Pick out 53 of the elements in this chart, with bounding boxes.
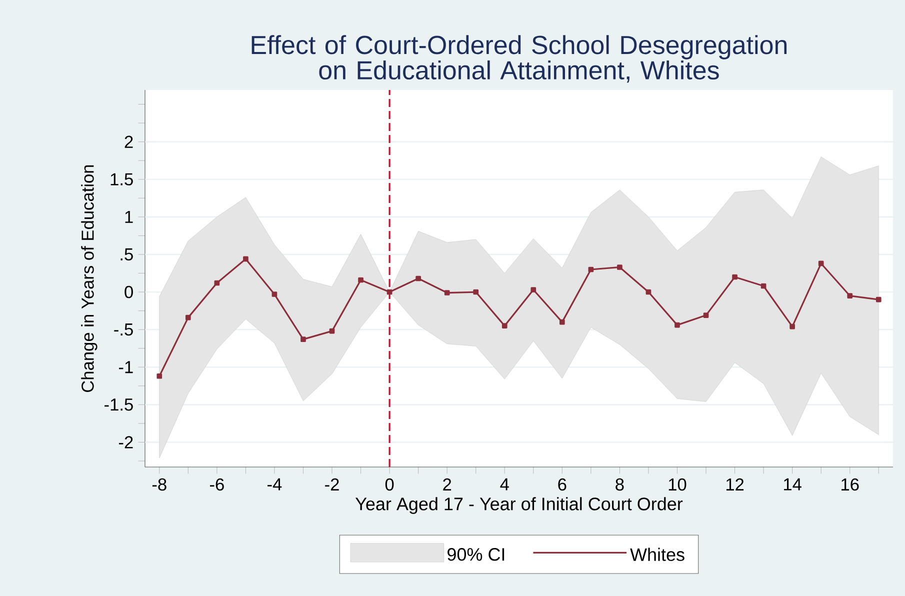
point	[329, 328, 335, 334]
x-tick-label: 4	[500, 478, 509, 490]
point	[473, 289, 479, 295]
y-tick-label: .5	[120, 248, 133, 261]
point	[386, 289, 392, 295]
point	[502, 323, 508, 328]
x-tick-label: 8	[616, 478, 624, 491]
point	[617, 264, 622, 270]
y-tick-label: -1	[118, 361, 133, 374]
x-tick-label: -4	[268, 478, 282, 490]
point	[444, 290, 450, 296]
y-tick-label: -.5	[114, 324, 133, 336]
x-tick-label: 14	[784, 478, 802, 490]
y-tick-label: 1.5	[110, 173, 133, 186]
point	[214, 280, 220, 286]
x-tick-label: 0	[385, 478, 394, 491]
point	[760, 283, 766, 289]
x-tick-label: -8	[152, 478, 166, 491]
point	[732, 274, 738, 280]
y-tick-label: -2	[118, 436, 133, 448]
point	[416, 276, 421, 282]
y-tick-label: 0	[124, 286, 133, 298]
point	[272, 292, 278, 297]
x-tick-label: -2	[325, 478, 339, 490]
y-tick-label: 2	[124, 136, 133, 148]
x-tick-label: 2	[443, 478, 452, 490]
point	[358, 277, 364, 283]
text: Whites	[630, 548, 684, 562]
x-tick-label: 12	[726, 478, 744, 490]
point	[876, 296, 882, 302]
x-tick-label: 16	[842, 478, 859, 491]
point	[674, 322, 680, 328]
point	[185, 314, 191, 320]
point	[243, 256, 248, 262]
y-axis-title: Change in Years of Education	[81, 165, 98, 392]
point	[703, 312, 709, 318]
point	[646, 289, 652, 295]
text: 90% CI	[448, 548, 504, 561]
x-axis-title: Year Aged 17 - Year of Initial Court Order	[355, 497, 683, 514]
point	[559, 319, 565, 325]
point	[790, 324, 795, 330]
y-tick-label: 1	[125, 210, 133, 223]
point	[818, 260, 824, 266]
x-tick-label: -6	[210, 478, 224, 491]
point	[847, 293, 853, 298]
y-tick-label: -1.5	[104, 398, 133, 411]
point	[588, 266, 594, 272]
x-tick-label: 6	[558, 478, 566, 491]
point	[530, 287, 536, 292]
x-tick-label: 10	[668, 478, 686, 491]
point	[156, 373, 162, 379]
point	[300, 336, 306, 342]
chart-title: Effect of Court-Ordered School Desegregation on Educational Attainment, Whites	[252, 35, 787, 83]
